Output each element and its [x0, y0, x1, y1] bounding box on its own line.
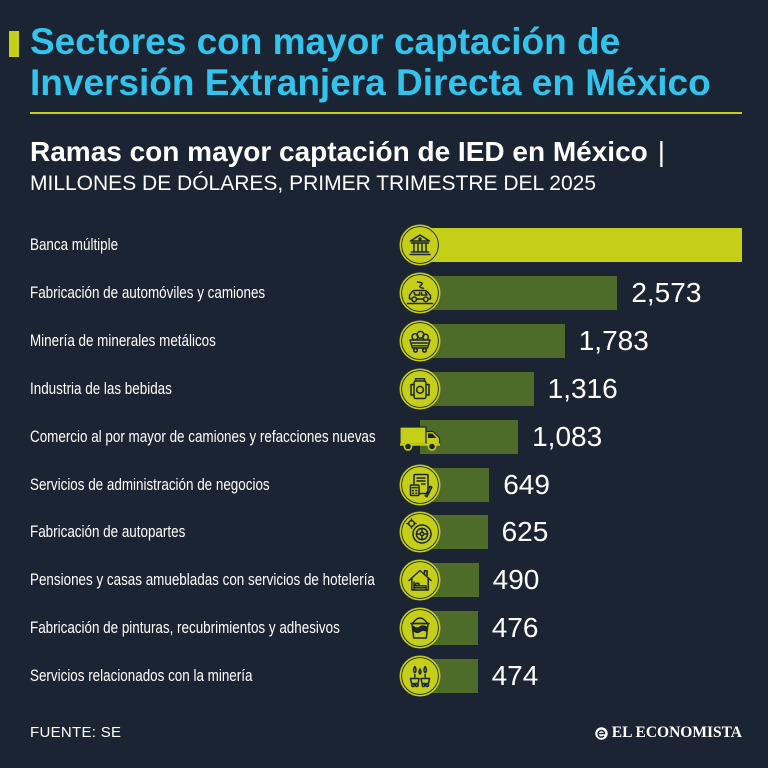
paint-bucket-icon — [399, 607, 441, 649]
bank-icon — [399, 224, 441, 266]
infographic-title: Sectores con mayor captación de Inversió… — [30, 21, 711, 103]
value-label: 474 — [491, 660, 539, 692]
category-label: Fabricación de automóviles y camiones — [30, 282, 266, 302]
value-label: 649 — [503, 468, 550, 500]
category-label: Fabricación de autopartes — [30, 522, 186, 542]
title-line-2: Inversión Extranjera Directa en México — [30, 62, 711, 103]
house-bed-icon — [399, 559, 441, 601]
chart-title: Ramas con mayor captación de IED en Méxi… — [30, 136, 665, 168]
chart-title-text: Ramas con mayor captación de IED en Méxi… — [30, 136, 648, 167]
title-divider — [30, 112, 742, 114]
brand-logo: EL ECONOMISTA — [595, 723, 742, 743]
title-accent-bar — [9, 31, 19, 57]
car-icon — [399, 272, 441, 314]
beverage-icon — [399, 368, 441, 410]
bar — [420, 323, 565, 358]
brand-name: EL ECONOMISTA — [611, 724, 742, 741]
category-label: Pensiones y casas amuebladas con servici… — [30, 570, 375, 590]
category-label: Comercio al por mayor de camiones y refa… — [30, 426, 376, 446]
value-label: 1,316 — [547, 372, 618, 404]
category-label: Servicios de administración de negocios — [30, 474, 270, 494]
category-label: Industria de las bebidas — [30, 378, 172, 398]
value-label: 1,783 — [578, 324, 649, 356]
mine-cart-icon — [399, 320, 441, 362]
logo-icon — [595, 726, 608, 740]
title-line-1: Sectores con mayor captación de — [30, 21, 621, 62]
wheel-icon — [399, 511, 441, 553]
truck-icon — [399, 416, 441, 458]
business-documents-icon — [399, 464, 441, 506]
chart-units: MILLONES DE DÓLARES, PRIMER TRIMESTRE DE… — [30, 172, 596, 195]
value-label: 1,083 — [532, 420, 603, 452]
category-label: Minería de minerales metálicos — [30, 330, 216, 350]
bar-highlight — [420, 228, 742, 262]
value-label: 2,573 — [631, 276, 702, 308]
value-label: 490 — [492, 564, 540, 596]
source-note: FUENTE: SE — [30, 724, 122, 741]
title-separator: | — [657, 136, 666, 167]
category-label: Banca múltiple — [30, 235, 119, 254]
category-label: Servicios relacionados con la minería — [30, 666, 253, 686]
mining-carts-icon — [399, 655, 441, 697]
value-label: 625 — [501, 516, 549, 548]
bar — [420, 275, 618, 310]
category-label: Fabricación de pinturas, recubrimientos … — [30, 618, 340, 638]
value-label: 476 — [491, 612, 539, 644]
